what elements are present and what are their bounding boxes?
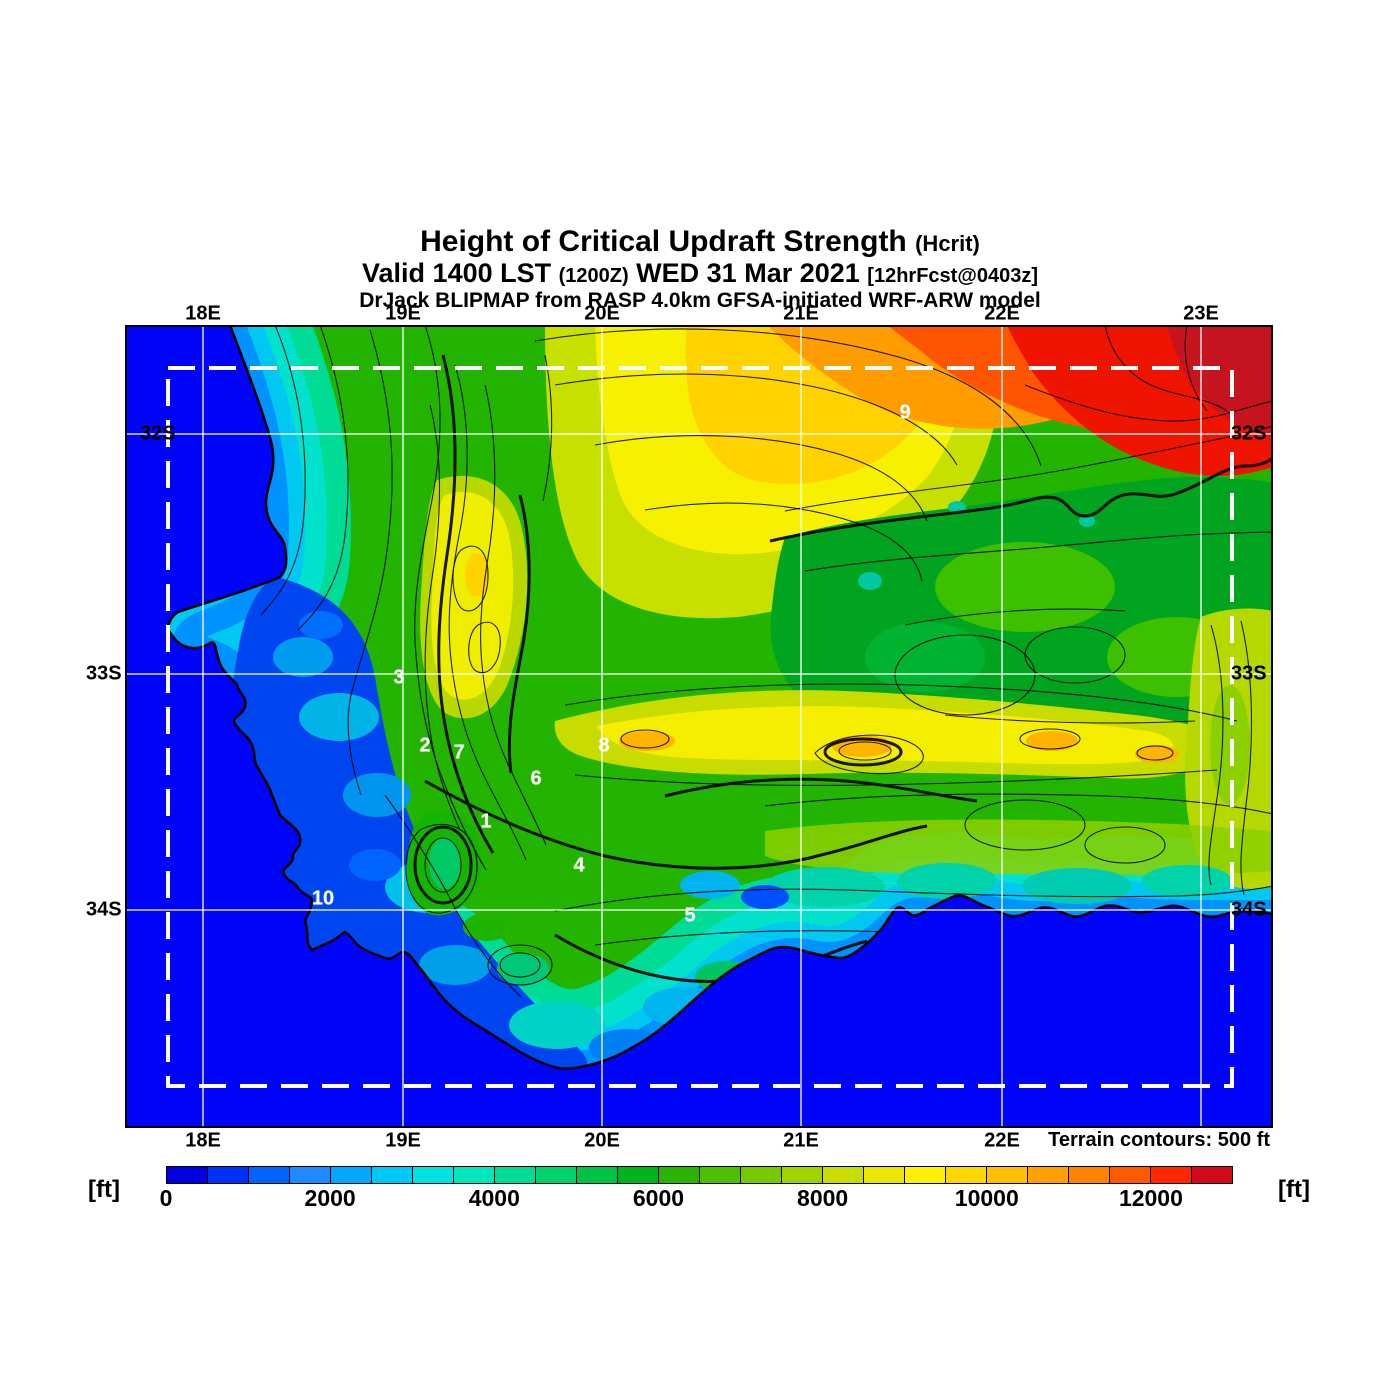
colorbar-cell-4000 xyxy=(495,1167,536,1183)
valid-time: Valid 1400 LST xyxy=(362,258,552,288)
colorbar-tick-4000: 4000 xyxy=(468,1185,520,1211)
site-marker-8: 8 xyxy=(598,734,610,757)
site-marker-10: 10 xyxy=(311,887,335,910)
colorbar-cell-4500 xyxy=(536,1167,577,1183)
colorbar-cell-1000 xyxy=(249,1167,290,1183)
colorbar-cell-3500 xyxy=(454,1167,495,1183)
colorbar-tick-0: 0 xyxy=(159,1185,173,1211)
zulu-time: (1200Z) xyxy=(558,265,629,287)
title-suffix: (Hcrit) xyxy=(915,231,980,256)
colorbar-cell-9500 xyxy=(946,1167,987,1183)
lon-label-bottom-18E: 18E xyxy=(185,1129,221,1152)
site-marker-4: 4 xyxy=(573,854,585,877)
colorbar-cell-0 xyxy=(167,1167,208,1183)
map-frame xyxy=(125,325,1273,1128)
lon-label-bottom-20E: 20E xyxy=(584,1129,620,1152)
site-marker-7: 7 xyxy=(453,741,465,764)
valid-date: WED 31 Mar 2021 xyxy=(636,258,860,288)
lon-label-top-20E: 20E xyxy=(584,302,620,325)
colorbar-cell-8500 xyxy=(864,1167,905,1183)
colorbar-cell-8000 xyxy=(823,1167,864,1183)
title-main: Height of Critical Updraft Strength xyxy=(420,225,907,258)
terrain-contours-note: Terrain contours: 500 ft xyxy=(1048,1129,1270,1151)
lat-label-right-33S: 33S xyxy=(1231,662,1267,685)
colorbar-cell-11500 xyxy=(1110,1167,1151,1183)
lon-label-top-22E: 22E xyxy=(984,302,1020,325)
site-marker-5: 5 xyxy=(684,904,696,927)
colorbar-cell-5500 xyxy=(618,1167,659,1183)
lon-label-top-19E: 19E xyxy=(385,302,421,325)
colorbar-cell-3000 xyxy=(413,1167,454,1183)
colorbar-unit-right: [ft] xyxy=(1278,1176,1310,1203)
colorbar-cell-1500 xyxy=(290,1167,331,1183)
colorbar-cell-6000 xyxy=(659,1167,700,1183)
colorbar-cell-10500 xyxy=(1028,1167,1069,1183)
forecast-init: [12hrFcst@0403z] xyxy=(867,265,1038,287)
site-marker-1: 1 xyxy=(480,810,492,833)
lon-label-top-21E: 21E xyxy=(783,302,819,325)
colorbar-cell-2000 xyxy=(331,1167,372,1183)
colorbar-tick-6000: 6000 xyxy=(632,1185,685,1211)
colorbar-cell-6500 xyxy=(700,1167,741,1183)
colorbar-cell-12000 xyxy=(1151,1167,1192,1183)
colorbar-tick-10000: 10000 xyxy=(954,1185,1019,1211)
colorbar-cell-2500 xyxy=(372,1167,413,1183)
lon-label-bottom-22E: 22E xyxy=(984,1129,1020,1152)
colorbar-cell-7000 xyxy=(741,1167,782,1183)
lat-label-right-34S: 34S xyxy=(1231,898,1267,921)
colorbar-cell-5000 xyxy=(577,1167,618,1183)
colorbar-unit-left: [ft] xyxy=(88,1176,120,1203)
site-marker-9: 9 xyxy=(899,401,911,424)
colorbar-tick-2000: 2000 xyxy=(304,1185,356,1211)
site-marker-3: 3 xyxy=(393,666,405,689)
valid-time-line: Valid 1400 LST (1200Z) WED 31 Mar 2021 [… xyxy=(0,259,1400,290)
colorbar-cell-500 xyxy=(208,1167,249,1183)
lon-label-top-23E: 23E xyxy=(1183,302,1219,325)
colorbar-cell-11000 xyxy=(1069,1167,1110,1183)
colorbar-cell-7500 xyxy=(782,1167,823,1183)
lon-label-bottom-21E: 21E xyxy=(783,1129,819,1152)
lon-label-top-18E: 18E xyxy=(185,302,221,325)
colorbar xyxy=(166,1166,1233,1184)
page-title: Height of Critical Updraft Strength (Hcr… xyxy=(0,226,1400,259)
site-marker-6: 6 xyxy=(530,767,542,790)
terrain-contours-thin xyxy=(260,325,1273,998)
graticule xyxy=(125,325,1273,1128)
lat-label-left-32S: 32S xyxy=(140,422,176,445)
colorbar-cell-9000 xyxy=(905,1167,946,1183)
colorbar-tick-12000: 12000 xyxy=(1118,1185,1183,1211)
terrain-map-svg xyxy=(125,325,1273,1128)
site-marker-2: 2 xyxy=(419,734,431,757)
lat-label-left-34S: 34S xyxy=(86,898,122,921)
model-subtitle: DrJack BLIPMAP from RASP 4.0km GFSA-init… xyxy=(359,289,1041,312)
lat-label-left-33S: 33S xyxy=(86,662,122,685)
colorbar-cell-12500 xyxy=(1192,1167,1232,1183)
colorbar-cell-10000 xyxy=(987,1167,1028,1183)
lat-label-right-32S: 32S xyxy=(1231,422,1267,445)
colorbar-tick-8000: 8000 xyxy=(797,1185,849,1211)
lon-label-bottom-19E: 19E xyxy=(385,1129,421,1152)
title-block: Height of Critical Updraft Strength (Hcr… xyxy=(0,226,1400,312)
domain-boundary-box xyxy=(166,366,1234,1088)
